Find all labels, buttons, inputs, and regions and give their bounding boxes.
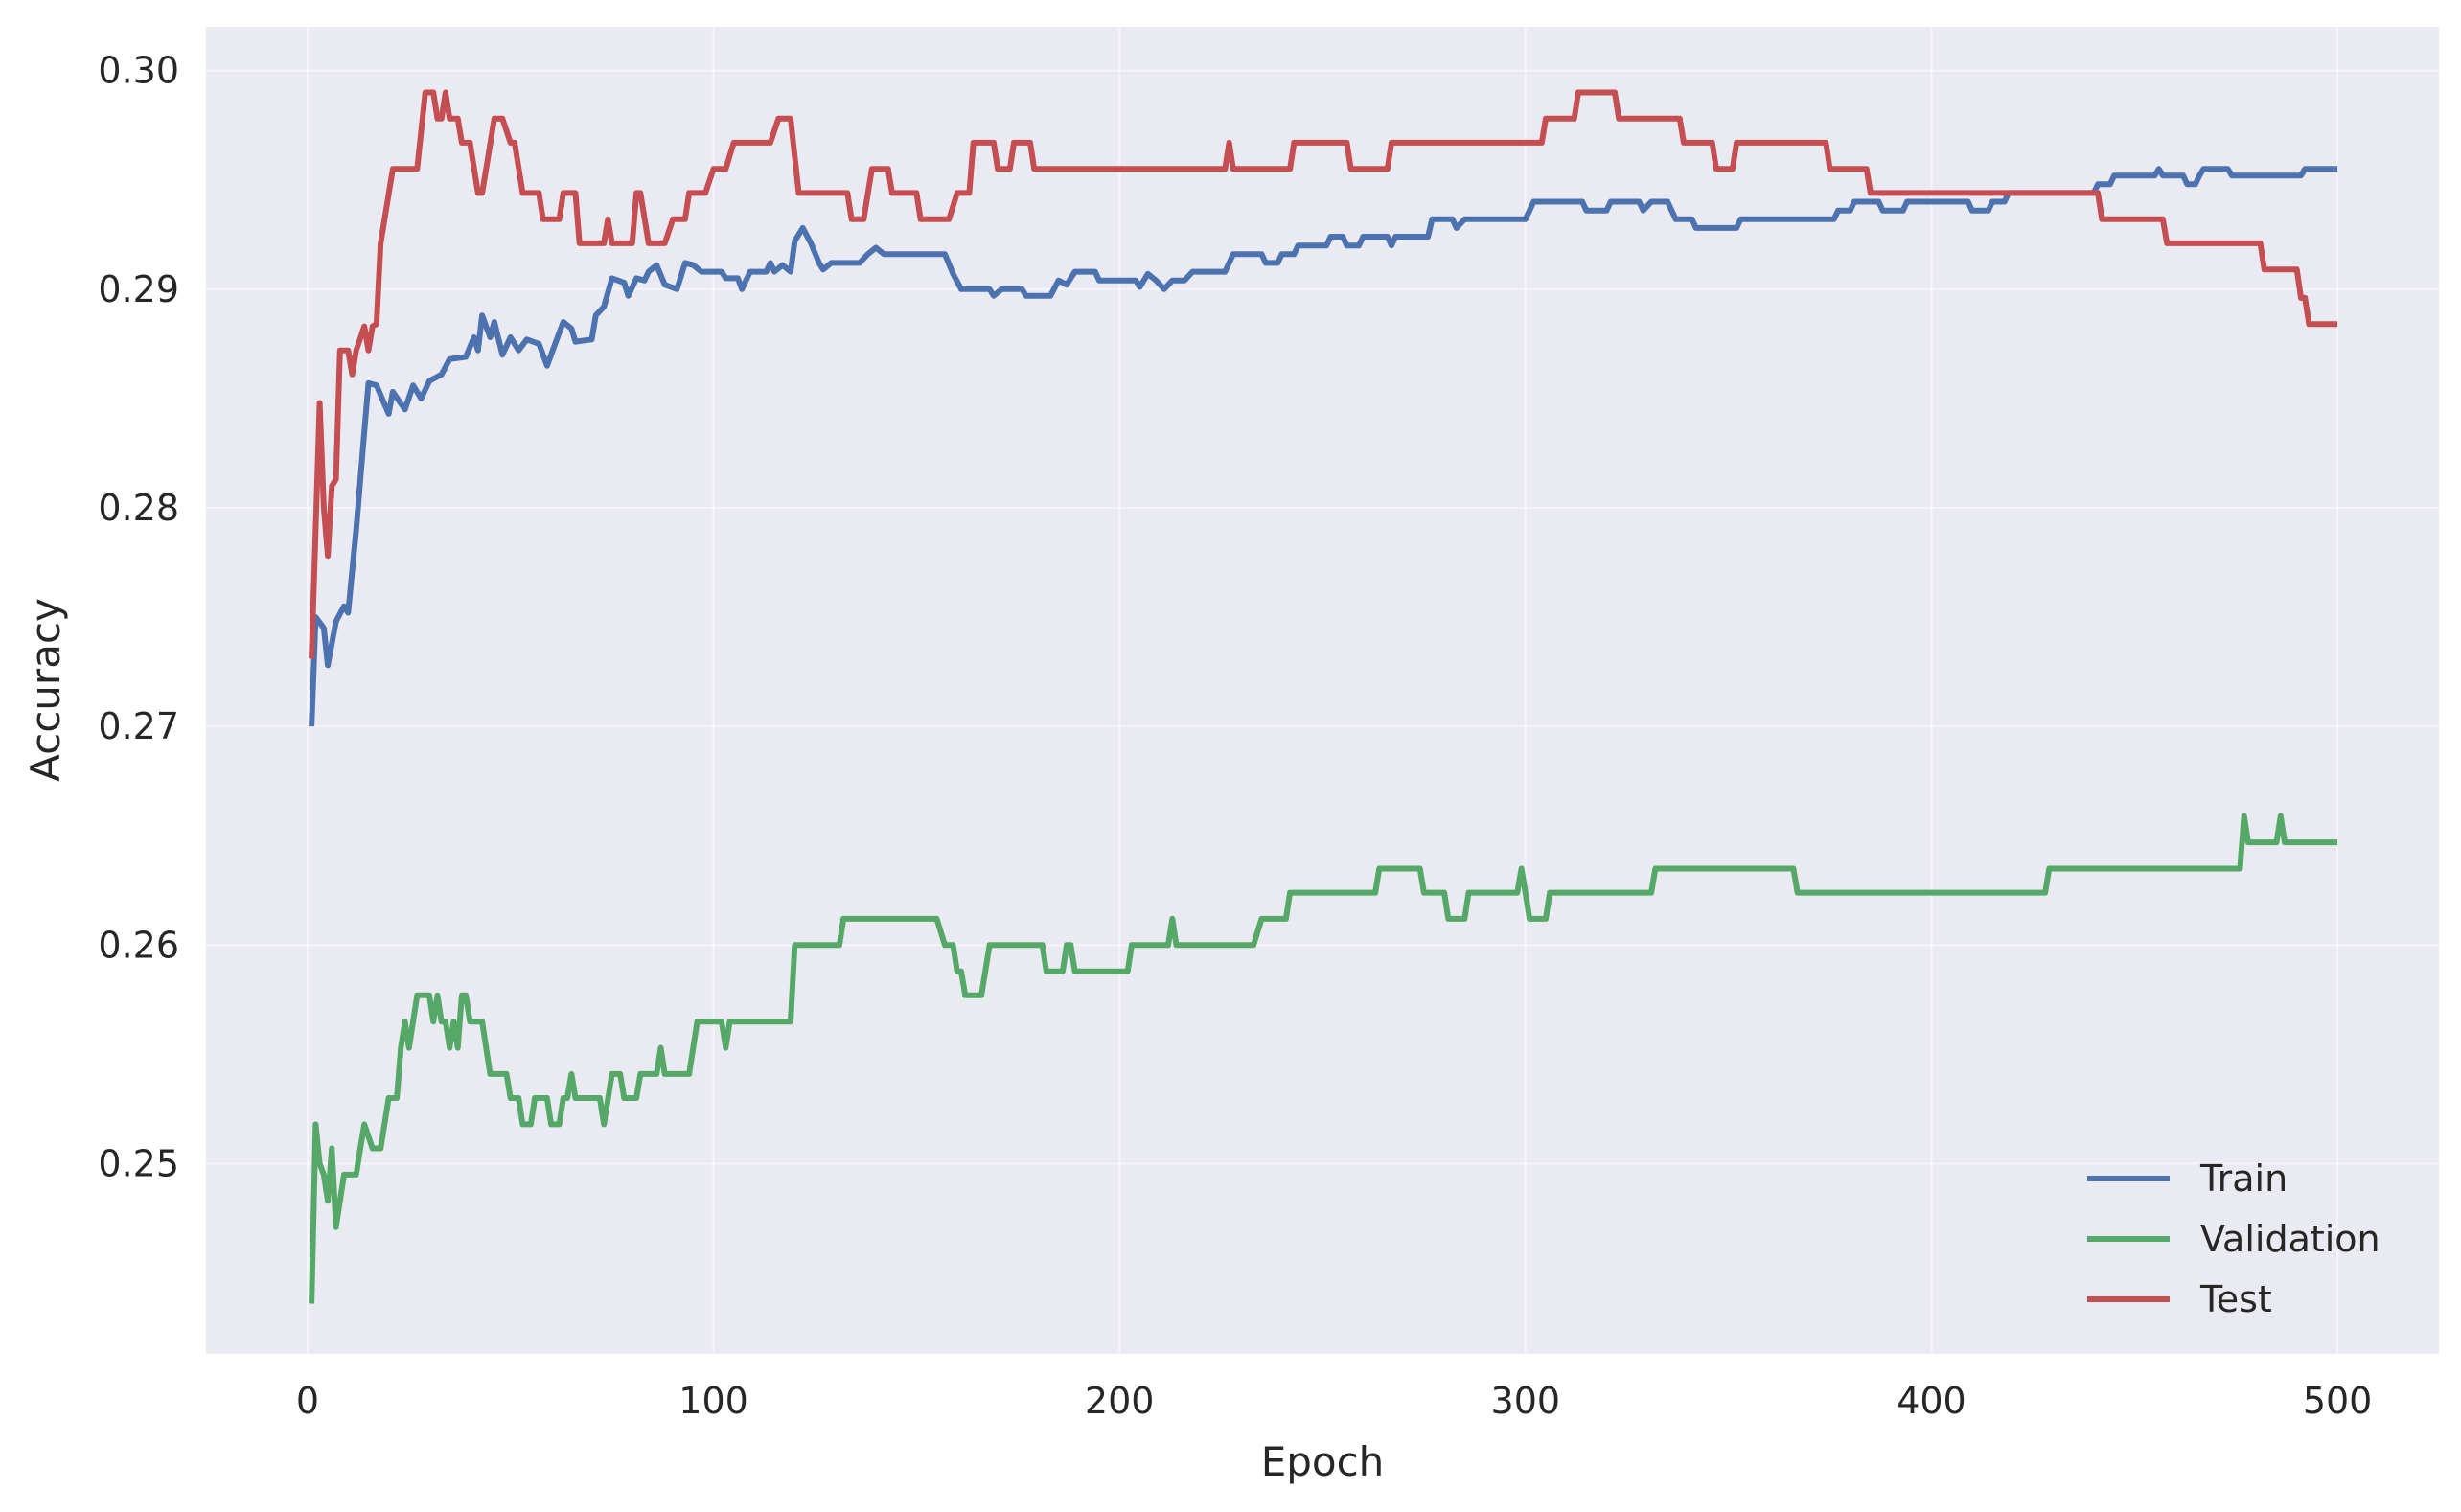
x-tick-label: 0 <box>296 1380 319 1422</box>
y-tick-label: 0.26 <box>98 924 179 966</box>
legend-label-validation: Validation <box>2200 1218 2380 1260</box>
y-tick-label: 0.29 <box>98 268 179 310</box>
y-axis-label: Accuracy <box>22 598 69 782</box>
series-line-train <box>309 166 2338 727</box>
x-tick-label: 100 <box>678 1380 748 1422</box>
x-tick-label: 500 <box>2303 1380 2373 1422</box>
x-tick-label: 200 <box>1085 1380 1155 1422</box>
x-axis-label: Epoch <box>1261 1438 1385 1485</box>
y-tick-label: 0.25 <box>98 1142 179 1184</box>
legend-label-train: Train <box>2199 1157 2288 1200</box>
y-tick-label: 0.28 <box>98 487 179 529</box>
legend: Train Validation Test <box>2087 1157 2380 1320</box>
x-axis-ticks: 0 100 200 300 400 500 <box>296 1380 2373 1422</box>
x-tick-label: 300 <box>1491 1380 1561 1422</box>
series-line-test <box>309 89 2338 659</box>
series-lines <box>309 89 2338 1304</box>
plot-background <box>206 27 2439 1354</box>
series-line-validation <box>309 813 2338 1304</box>
y-axis-ticks: 0.25 0.26 0.27 0.28 0.29 0.30 <box>98 50 179 1185</box>
legend-label-test: Test <box>2199 1278 2272 1320</box>
y-tick-label: 0.27 <box>98 705 179 747</box>
y-tick-label: 0.30 <box>98 50 179 92</box>
grid <box>206 27 2439 1354</box>
x-tick-label: 400 <box>1897 1380 1966 1422</box>
